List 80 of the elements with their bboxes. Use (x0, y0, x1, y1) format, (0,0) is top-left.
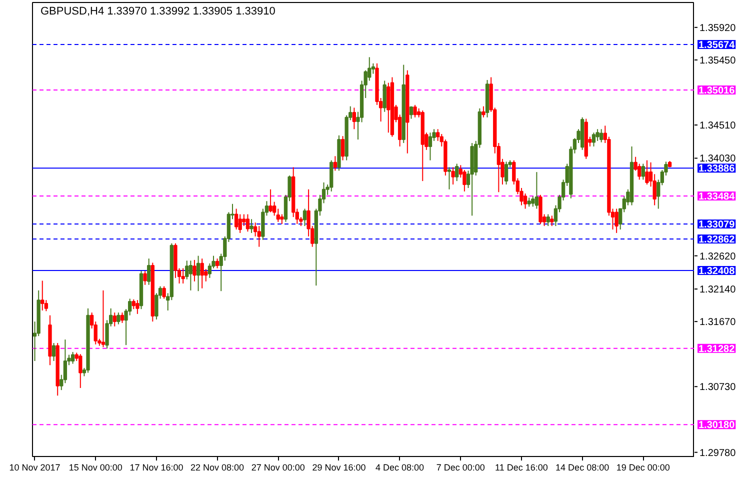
candlestick (641, 163, 645, 180)
ref-line-label: 1.33484 (698, 192, 736, 203)
ref-line-label: 1.32408 (698, 266, 736, 277)
candlestick (386, 82, 390, 134)
candlestick (200, 258, 204, 289)
candlestick (302, 208, 307, 227)
y-tick-label: 1.30730 (700, 382, 736, 394)
candlestick (534, 172, 539, 210)
x-tick-label: 11 Dec 16:00 (495, 462, 548, 472)
ref-line-label: 1.30180 (698, 420, 736, 432)
candlestick (592, 132, 596, 147)
candlestick (280, 214, 284, 224)
candlestick (192, 259, 196, 282)
y-tick-label: 1.29780 (700, 448, 736, 459)
candlestick (112, 312, 116, 327)
candlestick (482, 106, 486, 118)
candlestick (333, 156, 338, 172)
candlestick (250, 218, 254, 234)
candlestick (52, 342, 56, 362)
candlestick (181, 268, 185, 284)
candlestick (132, 298, 136, 310)
candlestick (234, 208, 238, 230)
y-tick-label: 1.34030 (700, 154, 736, 165)
candlestick (382, 80, 386, 112)
candlestick (162, 286, 166, 300)
candlestick (188, 260, 193, 291)
y-tick-label: 1.32140 (700, 284, 736, 296)
candlestick (101, 290, 106, 348)
x-tick-label: 7 Dec 00:00 (436, 462, 485, 472)
ref-line-label: 1.31282 (698, 344, 736, 355)
ref-line-label: 1.35016 (698, 85, 736, 96)
candlestick (455, 163, 459, 182)
candlestick (447, 166, 452, 190)
chart-title: GBPUSD,H4 1.33970 1.33992 1.33905 1.33910 (40, 6, 276, 18)
candlestick (136, 300, 140, 314)
candlestick (428, 132, 432, 161)
candlestick (257, 226, 261, 248)
candlestick (546, 214, 550, 227)
ref-line-label: 1.33886 (698, 164, 736, 175)
candlestick (531, 196, 535, 208)
y-tick-label: 1.32620 (700, 251, 736, 262)
candlestick (451, 166, 455, 186)
candlestick (614, 208, 618, 234)
candlestick (352, 107, 356, 130)
candlestick (215, 258, 220, 269)
y-tick-label: 1.31670 (700, 317, 736, 328)
ref-line-label: 1.35674 (698, 40, 736, 51)
x-tick-label: 15 Nov 00:00 (68, 462, 122, 472)
x-tick-label: 22 Nov 08:00 (190, 462, 244, 472)
candlestick (147, 258, 151, 286)
y-tick-label: 1.35920 (700, 22, 736, 34)
candlestick (242, 214, 246, 227)
candlestick (70, 351, 75, 364)
candlestick (40, 280, 44, 311)
candlestick (645, 160, 649, 186)
x-tick-label: 10 Nov 2017 (9, 462, 60, 472)
y-tick-label: 1.35450 (700, 55, 736, 66)
candlestick (268, 188, 272, 213)
x-tick-label: 27 Nov 00:00 (251, 462, 305, 472)
x-tick-label: 17 Nov 16:00 (130, 462, 184, 472)
x-tick-label: 14 Dec 08:00 (556, 462, 610, 472)
x-tick-label: 4 Dec 08:00 (376, 462, 424, 472)
candlestick (120, 312, 124, 324)
candlestick (600, 128, 604, 143)
x-tick-label: 29 Nov 16:00 (312, 462, 366, 472)
candlestick (504, 161, 508, 186)
candlestick (413, 104, 417, 118)
candlestick (196, 255, 200, 292)
y-tick-label: 1.34510 (700, 120, 736, 132)
ref-line-label: 1.32862 (698, 234, 736, 246)
candlestick (143, 270, 147, 286)
ref-line-label: 1.33079 (698, 220, 736, 231)
candlestick (246, 214, 250, 232)
candlestick (462, 169, 466, 192)
candlestick (409, 106, 414, 120)
candlestick (116, 312, 120, 325)
candlestick (78, 354, 82, 388)
candlestick (340, 136, 345, 161)
candlestick (550, 215, 554, 227)
x-tick-label: 19 Dec 00:00 (616, 462, 670, 472)
